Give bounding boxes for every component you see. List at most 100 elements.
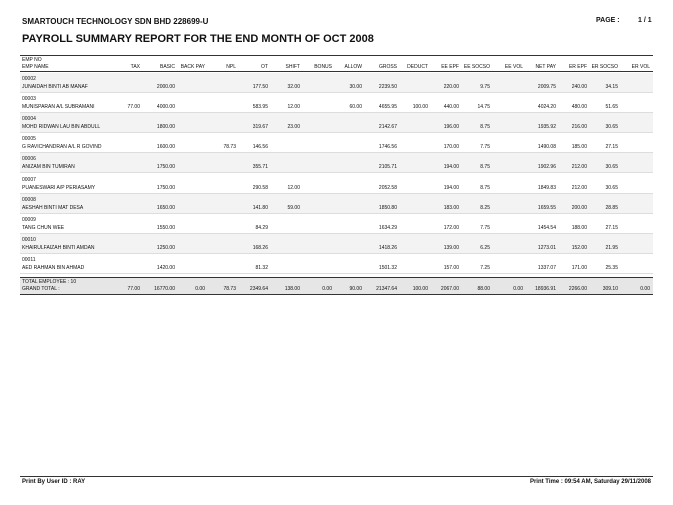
grand-total-cell: 21347.64 xyxy=(376,286,397,292)
print-time: Print Time : 09:54 AM, Saturday 29/11/20… xyxy=(529,479,651,485)
emp-no: 00007 xyxy=(22,176,36,183)
cell: 2009.75 xyxy=(537,84,556,90)
col-header: ALLOW xyxy=(344,64,362,70)
grand-total-cell: 2349.64 xyxy=(249,286,268,292)
row-bg xyxy=(20,153,653,174)
row-bg xyxy=(20,253,653,274)
col-header: ER EPF xyxy=(568,64,587,70)
cell: 4655.95 xyxy=(378,104,397,111)
cell: 1501.32 xyxy=(378,264,397,271)
grand-total-cell: 138.00 xyxy=(284,286,300,292)
cell: 1454.54 xyxy=(537,224,556,231)
header-rule xyxy=(20,71,653,72)
cell: 194.00 xyxy=(443,164,459,171)
cell: 1273.01 xyxy=(537,244,556,251)
cell: 8.75 xyxy=(480,164,490,171)
cell: 27.15 xyxy=(605,224,618,231)
col-header: DEDUCT xyxy=(407,64,428,70)
cell: 4000.00 xyxy=(156,104,175,111)
col-header: TAX xyxy=(130,64,140,70)
row-bg xyxy=(20,93,653,114)
emp-name: JUNAIDAH BINTI AB MANAF xyxy=(22,84,88,90)
total-employee: TOTAL EMPLOYEE : 10 xyxy=(22,279,77,285)
row-bg xyxy=(20,133,653,154)
emp-name: AED RAHMAN BIN AHMAD xyxy=(22,264,85,271)
grand-total-cell: 0.00 xyxy=(195,286,205,292)
cell: 9.75 xyxy=(480,84,490,90)
col-header: EMP NAME xyxy=(22,64,49,70)
report-title: PAYROLL SUMMARY REPORT FOR THE END MONTH… xyxy=(22,33,374,45)
cell: 172.00 xyxy=(443,224,459,231)
cell: 1849.83 xyxy=(537,184,556,191)
row-bg xyxy=(20,193,653,214)
cell: 141.80 xyxy=(252,204,268,211)
emp-no: 00011 xyxy=(22,256,36,263)
cell: 440.00 xyxy=(443,104,459,111)
cell: 240.00 xyxy=(571,84,587,90)
cell: 30.65 xyxy=(605,164,618,171)
col-header: EE EPF xyxy=(441,64,459,70)
cell: 1337.07 xyxy=(537,264,556,271)
cell: 8.75 xyxy=(480,184,490,191)
cell: 183.00 xyxy=(443,204,459,211)
cell: 23.00 xyxy=(287,124,300,131)
row-bg xyxy=(20,233,653,254)
grand-total-cell: 77.00 xyxy=(127,286,140,292)
grand-total-cell: 0.00 xyxy=(640,286,650,292)
cell: 78.73 xyxy=(223,144,236,151)
cell: 25.35 xyxy=(605,264,618,271)
cell: 319.67 xyxy=(252,124,268,131)
col-header: EE VOL xyxy=(504,64,523,70)
cell: 170.00 xyxy=(443,144,459,151)
cell: 2052.58 xyxy=(378,184,397,191)
col-header: EE SOCSO xyxy=(463,64,490,70)
row-bg xyxy=(20,213,653,234)
cell: 2105.71 xyxy=(378,164,397,171)
grand-total-cell: 18936.91 xyxy=(535,286,556,292)
col-header: NPL xyxy=(226,64,236,70)
col-header: BASIC xyxy=(159,64,175,70)
cell: 1634.29 xyxy=(378,224,397,231)
cell: 77.00 xyxy=(127,104,140,111)
cell: 4024.20 xyxy=(537,104,556,111)
emp-name: AESHAH BINTI MAT DESA xyxy=(22,204,84,211)
emp-name: MOHD RIDWAN LAU BIN ABDULL xyxy=(22,124,101,131)
row-bg xyxy=(20,173,653,194)
cell: 21.95 xyxy=(605,244,618,251)
cell: 1746.56 xyxy=(378,144,397,151)
cell: 30.65 xyxy=(605,124,618,131)
cell: 185.00 xyxy=(571,144,587,151)
emp-name: G RAVICHANDRAN A/L R GOVIND xyxy=(22,144,102,151)
footer-rule xyxy=(20,476,653,477)
header-rule xyxy=(20,55,653,56)
cell: 81.32 xyxy=(255,264,268,271)
cell: 355.71 xyxy=(252,164,268,171)
cell: 177.50 xyxy=(252,84,268,90)
cell: 7.25 xyxy=(480,264,490,271)
cell: 1750.00 xyxy=(156,184,175,191)
emp-no: 00010 xyxy=(22,236,36,243)
cell: 51.65 xyxy=(605,104,618,111)
cell: 1600.00 xyxy=(156,144,175,151)
cell: 212.00 xyxy=(571,184,587,191)
company-name: SMARTOUCH TECHNOLOGY SDN BHD 228699-U xyxy=(22,17,209,26)
cell: 583.95 xyxy=(252,104,268,111)
grand-total-cell: 88.00 xyxy=(477,286,490,292)
cell: 32.00 xyxy=(287,84,300,90)
cell: 1902.96 xyxy=(537,164,556,171)
emp-name: ANIZAM BIN TUMIRAN xyxy=(22,164,75,171)
cell: 1650.00 xyxy=(156,204,175,211)
cell: 139.00 xyxy=(443,244,459,251)
cell: 1420.00 xyxy=(156,264,175,271)
print-by: Print By User ID : RAY xyxy=(22,479,86,485)
row-bg xyxy=(20,73,653,94)
cell: 7.75 xyxy=(480,144,490,151)
grand-total-cell: 90.00 xyxy=(349,286,362,292)
grand-total-cell: 78.73 xyxy=(223,286,236,292)
cell: 196.00 xyxy=(443,124,459,131)
cell: 1800.00 xyxy=(156,124,175,131)
cell: 1490.08 xyxy=(537,144,556,151)
cell: 8.75 xyxy=(480,124,490,131)
cell: 212.00 xyxy=(571,164,587,171)
